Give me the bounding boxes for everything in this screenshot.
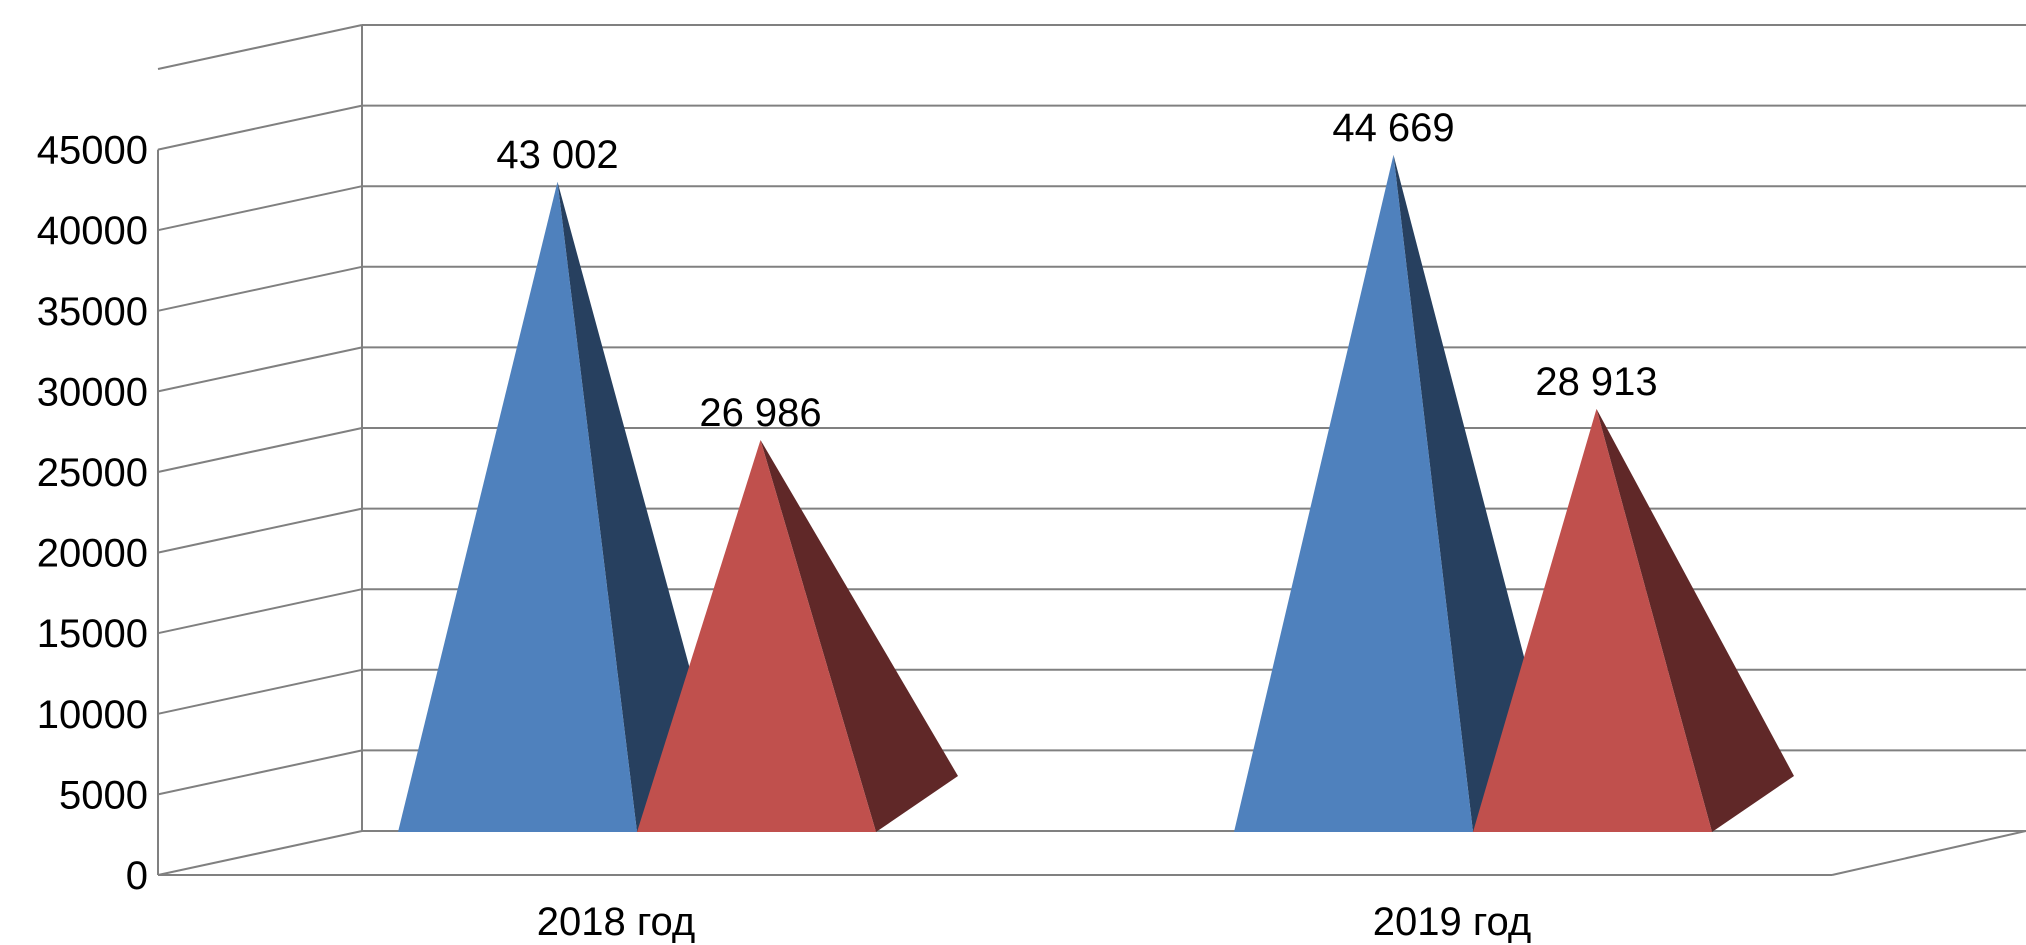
y-axis-ticks: 0 5000 10000 15000 20000 25000 30000 35000 40000… xyxy=(37,129,148,898)
grid xyxy=(157,24,2026,876)
y-tick-label: 25000 xyxy=(37,451,148,495)
gridline-wall xyxy=(157,668,363,715)
pyramid-front-face xyxy=(1234,154,1473,832)
pyramid-side-face xyxy=(1596,408,1794,832)
gridline-wall xyxy=(157,749,363,796)
floor-right-edge xyxy=(1831,830,2026,876)
data-label: 28 913 xyxy=(1535,360,1657,404)
x-axis-categories: 2018 год 2019 год xyxy=(537,900,1532,944)
data-label: 44 669 xyxy=(1332,106,1454,150)
gridline-wall xyxy=(157,507,363,554)
y-tick-label: 40000 xyxy=(37,209,148,253)
pyramid-side-face xyxy=(1393,154,1555,832)
y-tick-label: 10000 xyxy=(37,693,148,737)
gridline-wall xyxy=(157,427,363,473)
data-label: 43 002 xyxy=(496,133,618,177)
gridline-wall xyxy=(157,265,363,312)
pyramid-side-face xyxy=(760,439,958,832)
pyramid-side-face xyxy=(557,181,719,833)
gridline-wall xyxy=(157,104,363,151)
data-label: 26 986 xyxy=(699,391,821,435)
gridline-wall xyxy=(157,830,363,876)
y-tick-label: 35000 xyxy=(37,290,148,334)
pyramid-front-face xyxy=(398,181,637,833)
gridline-wall xyxy=(157,185,363,232)
pyramid-marks xyxy=(398,154,1794,833)
pyramid-front-face xyxy=(637,439,876,832)
x-category-label: 2018 год xyxy=(537,900,696,944)
y-tick-label: 5000 xyxy=(59,773,148,817)
y-tick-label: 20000 xyxy=(37,532,148,576)
x-category-label: 2019 год xyxy=(1373,900,1532,944)
data-labels: 43 002 26 986 44 669 28 913 xyxy=(496,106,1657,435)
gridline-wall xyxy=(157,346,363,393)
y-tick-label: 45000 xyxy=(37,129,148,173)
y-tick-label: 0 xyxy=(126,854,148,898)
gridline-wall xyxy=(157,588,363,635)
y-tick-label: 15000 xyxy=(37,612,148,656)
pyramid-front-face xyxy=(1473,408,1712,832)
y-tick-label: 30000 xyxy=(37,370,148,414)
gridline-wall xyxy=(157,24,363,70)
